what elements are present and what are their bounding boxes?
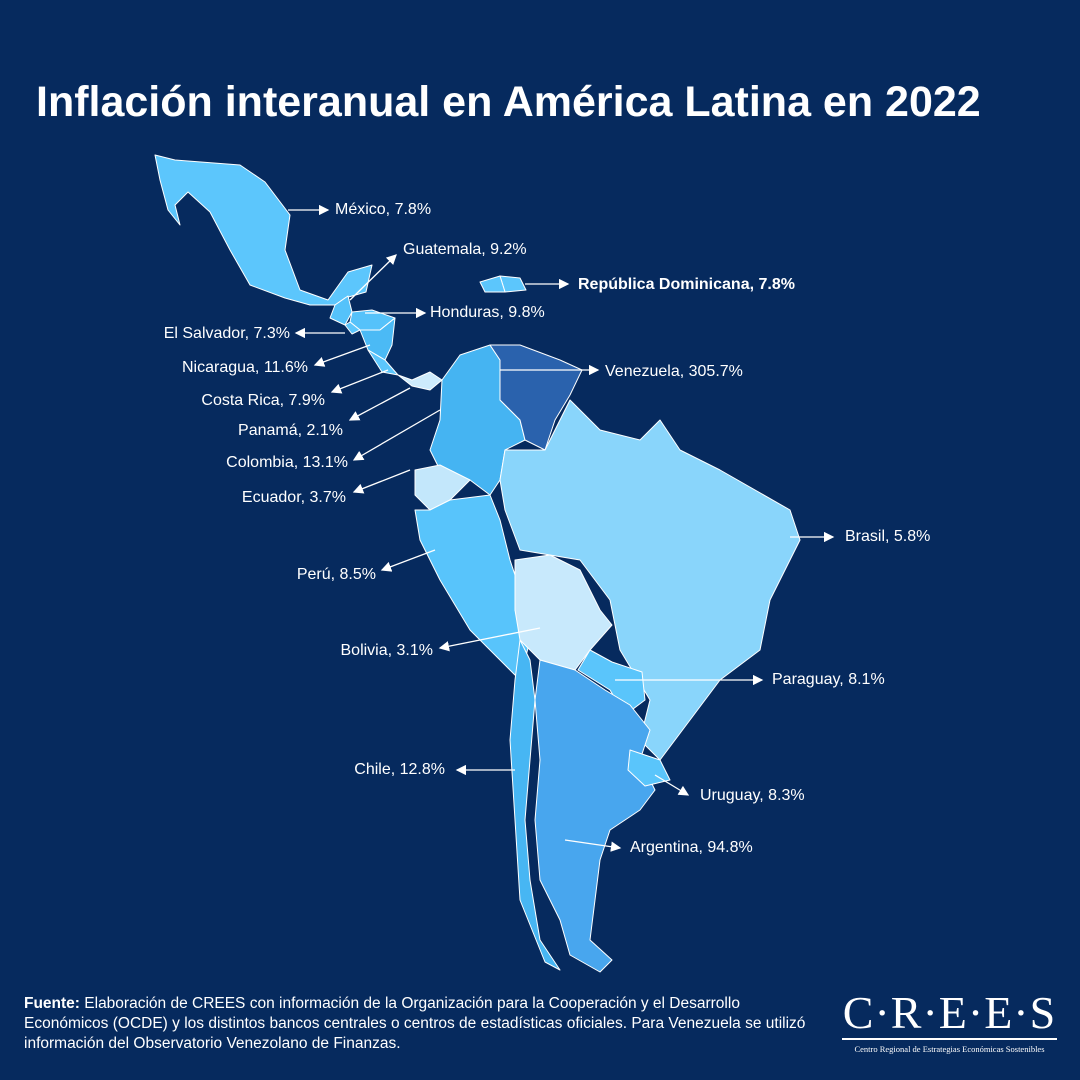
arrow [349, 254, 397, 301]
venezuela [489, 344, 583, 451]
source-note: Fuente: Elaboración de CREES con informa… [24, 994, 824, 1054]
arrow [438, 627, 541, 652]
labels: México, 7.8% Guatemala, 9.2% República D… [164, 201, 931, 856]
logo-name: C·R·E·E·S [842, 987, 1057, 1040]
label: Colombia, 13.1% [226, 454, 348, 471]
label: Venezuela, 305.7% [605, 363, 743, 380]
label: Ecuador, 3.7% [242, 489, 346, 506]
label: Panamá, 2.1% [238, 422, 343, 439]
arrow [313, 344, 371, 367]
label: Honduras, 9.8% [430, 304, 545, 321]
label: El Salvador, 7.3% [164, 325, 290, 342]
arrow [348, 387, 411, 421]
label: Costa Rica, 7.9% [201, 392, 325, 409]
arrow [564, 839, 622, 852]
source-lead: Fuente: [24, 995, 80, 1012]
title: Inflación interanual en América Latina e… [36, 78, 981, 126]
arrow [352, 409, 441, 461]
brasil [499, 399, 801, 761]
label: México, 7.8% [335, 201, 431, 218]
arrow [330, 369, 389, 394]
label: Perú, 8.5% [297, 566, 376, 583]
logo-subtitle: Centro Regional de Estrategias Económica… [854, 1044, 1045, 1054]
country-shapes [154, 154, 801, 973]
label: República Dominicana, 7.8% [578, 276, 795, 293]
paraguay [577, 649, 646, 716]
panama [397, 371, 443, 391]
label: Guatemala, 9.2% [403, 241, 527, 258]
label: Paraguay, 8.1% [772, 671, 885, 688]
guatemala [329, 295, 353, 326]
label: Uruguay, 8.3% [700, 787, 805, 804]
source-text: Elaboración de CREES con información de … [24, 995, 806, 1052]
logo: C·R·E·E·S Centro Regional de Estrategias… [842, 988, 1057, 1054]
label: Bolivia, 3.1% [341, 642, 434, 659]
chile [509, 639, 561, 971]
label: Brasil, 5.8% [845, 528, 930, 545]
label: Argentina, 94.8% [630, 839, 753, 856]
arrows [288, 204, 835, 852]
arrow [654, 774, 690, 796]
mexico [154, 154, 373, 306]
arrow [352, 469, 411, 494]
argentina [534, 659, 656, 973]
label: Nicaragua, 11.6% [182, 359, 308, 376]
arrow [380, 549, 436, 572]
label: Chile, 12.8% [354, 761, 445, 778]
haiti [479, 275, 506, 293]
